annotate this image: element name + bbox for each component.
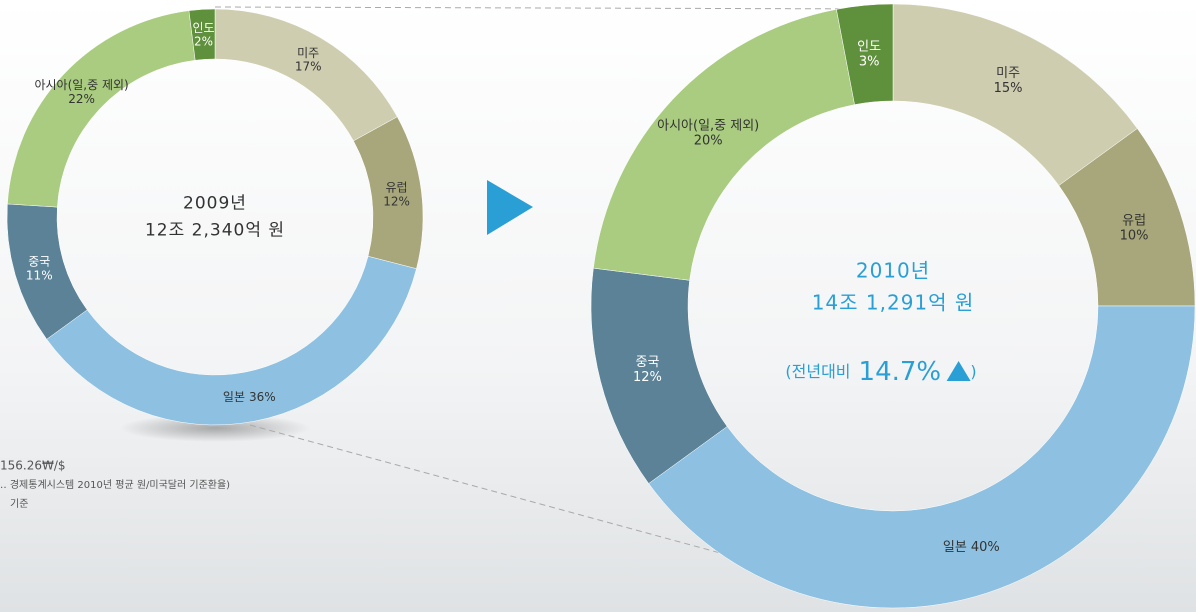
value-label: 2% (194, 34, 213, 48)
footnote: 156.26₩/$ (0, 459, 66, 473)
value-label: 17% (295, 59, 322, 73)
slice-label: 인도 3% (857, 39, 881, 69)
slice-label: 인도 2% (192, 20, 214, 48)
slice (648, 305, 1196, 609)
center-value: 12조 2,340억 원 (145, 221, 285, 241)
slice (593, 9, 855, 281)
slice-label: 아시아(일,중 제외) 22% (34, 78, 128, 106)
up-triangle (946, 361, 971, 381)
slice-label: 일본 36% (223, 389, 276, 403)
change-suffix: ) (970, 362, 976, 381)
change-value: 14.7% (859, 357, 942, 387)
value-label: 20% (694, 133, 723, 148)
value-label: 36% (249, 389, 276, 403)
category-label: 일본 (943, 540, 967, 555)
category-label: 유럽 (386, 180, 408, 194)
center-title: 2009년 (183, 193, 247, 213)
category-label: 일본 (223, 389, 245, 403)
slice (188, 8, 216, 61)
change-note: (전년대비 14.7% ) (785, 357, 976, 387)
category-label: 아시아(일,중 제외) (657, 118, 759, 133)
value-label: 11% (26, 268, 53, 282)
category-label: 중국 (28, 254, 50, 268)
value-label: 15% (994, 80, 1023, 95)
value-label: 3% (859, 54, 880, 69)
center-title: 2010년 (856, 259, 930, 283)
slice-label: 미주 15% (994, 65, 1023, 95)
connector (214, 6, 894, 10)
slice (836, 3, 894, 105)
category-label: 중국 (636, 354, 660, 369)
footnote: 기준 (10, 498, 28, 510)
slice (46, 255, 417, 426)
category-label: 아시아(일,중 제외) (34, 78, 128, 92)
shadow (120, 414, 310, 442)
category-label: 인도 (857, 39, 881, 54)
value-label: 12% (383, 194, 410, 208)
slice-label: 중국 12% (633, 354, 662, 384)
value-label: 12% (633, 369, 662, 384)
category-label: 미주 (297, 45, 319, 59)
arrow (487, 180, 533, 235)
slice-label: 아시아(일,중 제외) 20% (657, 118, 759, 148)
value-label: 10% (1120, 228, 1149, 243)
slice-label: 중국 11% (26, 254, 53, 282)
slice-label: 미주 17% (295, 45, 322, 73)
value-label: 40% (971, 540, 1000, 555)
center-value: 14조 1,291억 원 (812, 291, 975, 315)
slice-label: 유럽 12% (383, 180, 410, 208)
category-label: 미주 (996, 65, 1020, 80)
category-label: 유럽 (1122, 213, 1146, 228)
value-label: 22% (68, 91, 95, 105)
footnote: ‥ 경제통계시스템 2010년 평균 원/미국달러 기준환율) (0, 478, 230, 491)
slice-label: 일본 40% (943, 540, 1000, 555)
change-prefix: (전년대비 (785, 362, 850, 381)
slice-label: 유럽 10% (1120, 213, 1149, 243)
category-label: 인도 (192, 20, 214, 34)
